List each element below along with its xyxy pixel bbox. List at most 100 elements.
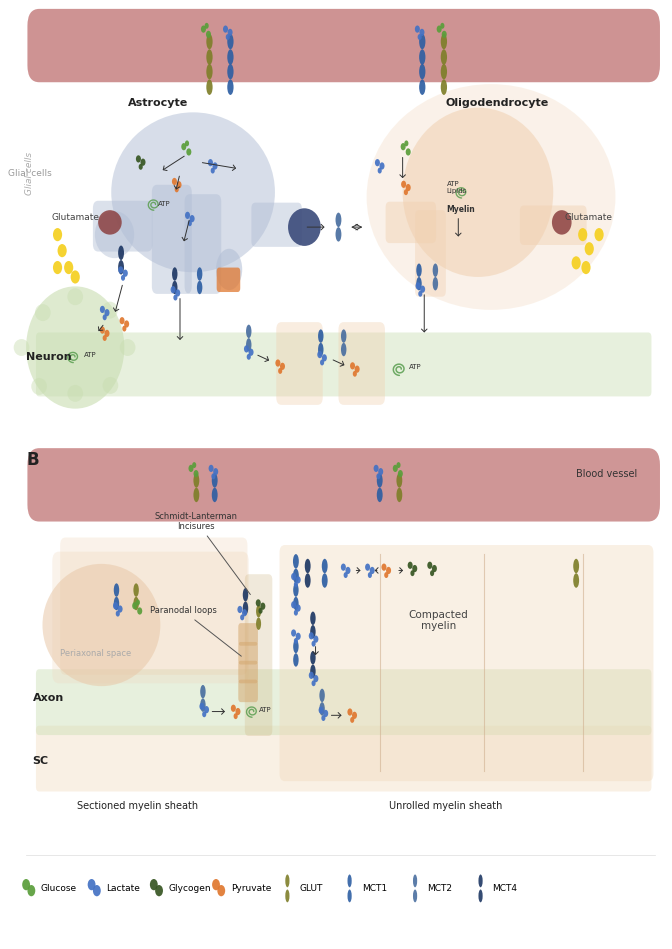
Circle shape	[186, 148, 192, 156]
Circle shape	[415, 26, 420, 32]
Circle shape	[291, 573, 296, 580]
Circle shape	[355, 365, 360, 373]
Circle shape	[278, 368, 282, 374]
Circle shape	[376, 474, 380, 479]
Circle shape	[417, 34, 422, 40]
Circle shape	[419, 28, 425, 36]
Circle shape	[244, 345, 249, 352]
Circle shape	[172, 177, 177, 185]
Circle shape	[155, 885, 163, 896]
FancyBboxPatch shape	[93, 201, 153, 251]
Circle shape	[347, 708, 352, 716]
Circle shape	[296, 576, 300, 584]
Circle shape	[53, 228, 62, 241]
Circle shape	[291, 601, 296, 608]
Ellipse shape	[413, 874, 417, 887]
Ellipse shape	[256, 618, 261, 630]
Circle shape	[192, 462, 196, 468]
Circle shape	[412, 565, 417, 572]
Text: Glial cells: Glial cells	[7, 169, 51, 178]
Ellipse shape	[293, 584, 298, 597]
Circle shape	[442, 30, 447, 38]
Circle shape	[150, 879, 158, 890]
Circle shape	[312, 641, 316, 646]
Circle shape	[104, 330, 110, 337]
Circle shape	[223, 26, 228, 32]
Ellipse shape	[367, 84, 616, 310]
Circle shape	[185, 212, 190, 219]
FancyBboxPatch shape	[276, 322, 323, 405]
Ellipse shape	[419, 49, 425, 65]
Circle shape	[64, 261, 73, 274]
Text: Glycogen: Glycogen	[169, 884, 211, 893]
Ellipse shape	[227, 49, 234, 65]
Ellipse shape	[32, 378, 47, 395]
Ellipse shape	[293, 640, 298, 653]
Circle shape	[211, 474, 216, 479]
Text: Glucose: Glucose	[41, 884, 77, 893]
Circle shape	[173, 294, 177, 301]
Ellipse shape	[377, 474, 382, 488]
Circle shape	[353, 371, 357, 377]
Circle shape	[296, 605, 300, 612]
Circle shape	[208, 465, 214, 472]
Circle shape	[93, 885, 101, 896]
Circle shape	[234, 714, 238, 719]
Circle shape	[345, 567, 351, 574]
Ellipse shape	[318, 329, 323, 343]
Circle shape	[237, 605, 243, 613]
Circle shape	[120, 317, 124, 325]
Circle shape	[392, 465, 398, 472]
Ellipse shape	[310, 611, 316, 625]
Circle shape	[103, 335, 107, 341]
Ellipse shape	[335, 213, 341, 227]
Ellipse shape	[197, 281, 202, 294]
Text: Periaxonal space: Periaxonal space	[60, 649, 132, 658]
Ellipse shape	[419, 34, 425, 49]
Circle shape	[578, 228, 587, 241]
Ellipse shape	[441, 80, 447, 95]
FancyBboxPatch shape	[251, 203, 302, 247]
Circle shape	[406, 148, 411, 156]
Ellipse shape	[200, 698, 206, 712]
Ellipse shape	[286, 874, 290, 887]
Ellipse shape	[243, 602, 248, 615]
FancyBboxPatch shape	[239, 661, 258, 683]
Text: B: B	[26, 452, 39, 470]
Circle shape	[175, 289, 180, 297]
Circle shape	[71, 270, 80, 284]
Circle shape	[188, 465, 194, 472]
Ellipse shape	[243, 588, 248, 602]
Circle shape	[185, 140, 189, 146]
Ellipse shape	[419, 64, 425, 80]
Ellipse shape	[246, 338, 251, 351]
Text: SC: SC	[33, 756, 49, 767]
Ellipse shape	[293, 554, 299, 568]
Ellipse shape	[478, 874, 482, 887]
FancyBboxPatch shape	[216, 268, 241, 292]
Ellipse shape	[194, 474, 200, 488]
Circle shape	[200, 703, 204, 710]
Ellipse shape	[322, 573, 328, 587]
Circle shape	[322, 354, 327, 362]
Ellipse shape	[347, 889, 351, 902]
Ellipse shape	[197, 268, 202, 281]
Circle shape	[350, 716, 354, 723]
Circle shape	[208, 159, 213, 166]
Ellipse shape	[403, 107, 553, 277]
Text: Compacted
myelin: Compacted myelin	[409, 609, 468, 631]
FancyBboxPatch shape	[28, 9, 660, 83]
Circle shape	[136, 600, 140, 605]
Circle shape	[276, 360, 280, 366]
Circle shape	[291, 629, 296, 637]
Ellipse shape	[227, 64, 234, 80]
Ellipse shape	[310, 664, 316, 678]
Circle shape	[240, 614, 244, 621]
Ellipse shape	[172, 268, 177, 281]
Ellipse shape	[35, 304, 50, 321]
Ellipse shape	[206, 80, 212, 95]
Circle shape	[572, 256, 581, 270]
Text: ATP: ATP	[159, 200, 171, 207]
FancyBboxPatch shape	[520, 206, 587, 245]
Ellipse shape	[441, 34, 447, 49]
